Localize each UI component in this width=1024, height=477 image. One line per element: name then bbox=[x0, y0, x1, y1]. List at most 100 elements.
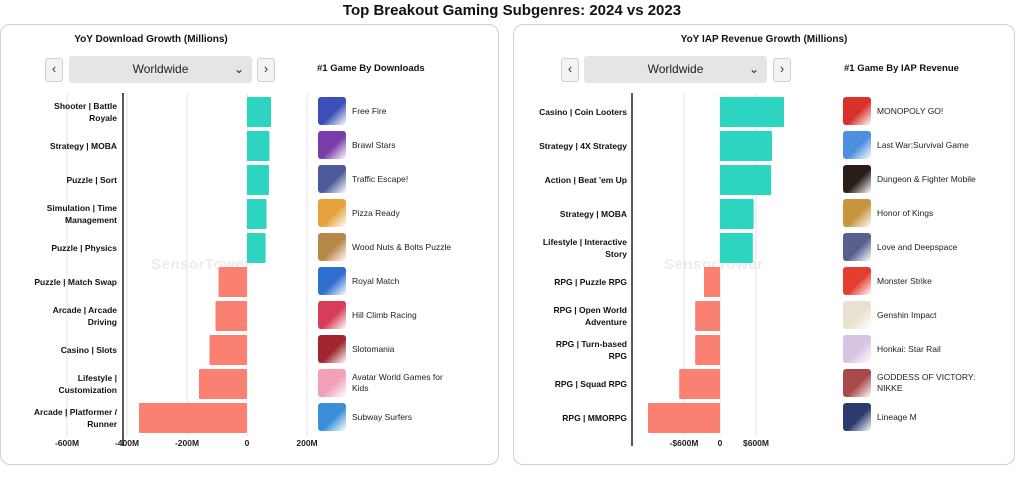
page-title: Top Breakout Gaming Subgenres: 2024 vs 2… bbox=[342, 2, 682, 19]
chevron-down-icon: ⌄ bbox=[748, 62, 759, 76]
top-game-row[interactable]: Genshin Impact bbox=[843, 301, 977, 329]
top-game-row[interactable]: Brawl Stars bbox=[318, 131, 452, 159]
revenue-chart-title: YoY IAP Revenue Growth (Millions) bbox=[680, 34, 848, 45]
subway-surfers-icon bbox=[318, 403, 346, 431]
bar-10[interactable] bbox=[648, 403, 720, 433]
honkai-star-rail-icon bbox=[843, 335, 871, 363]
category-label: RPG | Turn-based RPG bbox=[555, 339, 627, 361]
top-game-name: Genshin Impact bbox=[877, 309, 937, 320]
category-label: Casino | Coin Looters bbox=[539, 107, 627, 117]
wood-nuts-bolts-icon bbox=[318, 233, 346, 261]
bar-7[interactable] bbox=[215, 301, 248, 331]
top-game-name: Honor of Kings bbox=[877, 207, 934, 218]
monopoly-go-icon bbox=[843, 97, 871, 125]
bar-1[interactable] bbox=[247, 97, 271, 127]
top-game-name: MONOPOLY GO! bbox=[877, 105, 944, 116]
top-game-name: Traffic Escape! bbox=[352, 173, 409, 184]
category-label: Lifestyle | Interactive Story bbox=[542, 237, 627, 259]
bar-7[interactable] bbox=[695, 301, 720, 331]
x-tick-label: 0 bbox=[718, 438, 723, 448]
category-label: Strategy | MOBA bbox=[559, 209, 627, 219]
top-game-name: Dungeon & Fighter Mobile bbox=[877, 173, 976, 184]
category-label: Simulation | Time Management bbox=[46, 203, 117, 225]
x-tick-label: $600M bbox=[743, 438, 769, 448]
top-game-row[interactable]: Love and Deepspace bbox=[843, 233, 977, 261]
category-label: Action | Beat 'em Up bbox=[544, 175, 627, 185]
bar-3[interactable] bbox=[720, 165, 772, 195]
avatar-world-icon bbox=[318, 369, 346, 397]
top-game-row[interactable]: Royal Match bbox=[318, 267, 452, 295]
hill-climb-racing-icon bbox=[318, 301, 346, 329]
bar-6[interactable] bbox=[704, 267, 720, 297]
top-game-row[interactable]: Free Fire bbox=[318, 97, 452, 125]
bar-9[interactable] bbox=[199, 369, 247, 399]
top-game-row[interactable]: Wood Nuts & Bolts Puzzle bbox=[318, 233, 452, 261]
top-game-row[interactable]: Monster Strike bbox=[843, 267, 977, 295]
top-game-row[interactable]: Honkai: Star Rail bbox=[843, 335, 977, 363]
top-game-row[interactable]: Honor of Kings bbox=[843, 199, 977, 227]
bar-9[interactable] bbox=[679, 369, 720, 399]
monster-strike-icon bbox=[843, 267, 871, 295]
category-label: RPG | Puzzle RPG bbox=[554, 277, 627, 287]
top-game-row[interactable]: Slotomania bbox=[318, 335, 452, 363]
bar-5[interactable] bbox=[720, 233, 753, 263]
top-game-name: Avatar World Games for Kids bbox=[352, 372, 443, 393]
lineage-m-icon bbox=[843, 403, 871, 431]
category-label: Puzzle | Physics bbox=[51, 243, 117, 253]
top-game-row[interactable]: Avatar World Games for Kids bbox=[318, 369, 452, 397]
bar-5[interactable] bbox=[247, 233, 266, 263]
top-game-name: Subway Surfers bbox=[352, 411, 412, 422]
bar-1[interactable] bbox=[720, 97, 784, 127]
top-game-name: Wood Nuts & Bolts Puzzle bbox=[352, 241, 452, 252]
revenue-region-value: Worldwide bbox=[647, 62, 704, 76]
bar-2[interactable] bbox=[720, 131, 772, 161]
top-game-row[interactable]: Dungeon & Fighter Mobile bbox=[843, 165, 977, 193]
slotomania-icon bbox=[318, 335, 346, 363]
category-label: Arcade | Platformer / Runner bbox=[33, 407, 117, 429]
x-tick-label: -200M bbox=[175, 438, 199, 448]
downloads-chart-title: YoY Download Growth (Millions) bbox=[74, 34, 228, 45]
bar-8[interactable] bbox=[695, 335, 720, 365]
bar-3[interactable] bbox=[247, 165, 269, 195]
category-label: RPG | MMORPG bbox=[562, 413, 627, 423]
revenue-prev-button[interactable]: ‹ bbox=[561, 58, 579, 82]
top-game-name: Monster Strike bbox=[877, 275, 932, 286]
genshin-impact-icon bbox=[843, 301, 871, 329]
bar-2[interactable] bbox=[247, 131, 270, 161]
free-fire-icon bbox=[318, 97, 346, 125]
top-game-row[interactable]: MONOPOLY GO! bbox=[843, 97, 977, 125]
top-game-row[interactable]: Last War:Survival Game bbox=[843, 131, 977, 159]
bar-10[interactable] bbox=[139, 403, 247, 433]
top-game-row[interactable]: Hill Climb Racing bbox=[318, 301, 452, 329]
top-game-row[interactable]: Subway Surfers bbox=[318, 403, 452, 431]
top-game-row[interactable]: Traffic Escape! bbox=[318, 165, 452, 193]
revenue-top-game-header: #1 Game By IAP Revenue bbox=[844, 63, 959, 74]
top-game-row[interactable]: Lineage M bbox=[843, 403, 977, 431]
top-game-name: Royal Match bbox=[352, 275, 400, 286]
top-game-name: Honkai: Star Rail bbox=[877, 343, 941, 354]
downloads-prev-button[interactable]: ‹ bbox=[45, 58, 63, 82]
top-game-name: GODDESS OF VICTORY: NIKKE bbox=[877, 372, 976, 393]
downloads-region-dropdown[interactable]: Worldwide ⌄ bbox=[69, 56, 252, 83]
category-label: RPG | Squad RPG bbox=[554, 379, 627, 389]
revenue-next-button[interactable]: › bbox=[773, 58, 791, 82]
bar-4[interactable] bbox=[720, 199, 754, 229]
bar-6[interactable] bbox=[218, 267, 248, 297]
love-deepspace-icon bbox=[843, 233, 871, 261]
revenue-region-dropdown[interactable]: Worldwide ⌄ bbox=[584, 56, 767, 83]
bar-4[interactable] bbox=[247, 199, 267, 229]
honor-of-kings-icon bbox=[843, 199, 871, 227]
top-game-name: Last War:Survival Game bbox=[877, 139, 969, 150]
category-label: Puzzle | Match Swap bbox=[34, 277, 117, 287]
x-tick-label: 0 bbox=[245, 438, 250, 448]
top-game-row[interactable]: GODDESS OF VICTORY: NIKKE bbox=[843, 369, 977, 397]
top-game-name: Pizza Ready bbox=[352, 207, 400, 218]
x-tick-label: 200M bbox=[296, 438, 317, 448]
bar-8[interactable] bbox=[209, 335, 248, 365]
top-game-name: Free Fire bbox=[352, 105, 387, 116]
top-game-row[interactable]: Pizza Ready bbox=[318, 199, 452, 227]
downloads-next-button[interactable]: › bbox=[257, 58, 275, 82]
royal-match-icon bbox=[318, 267, 346, 295]
